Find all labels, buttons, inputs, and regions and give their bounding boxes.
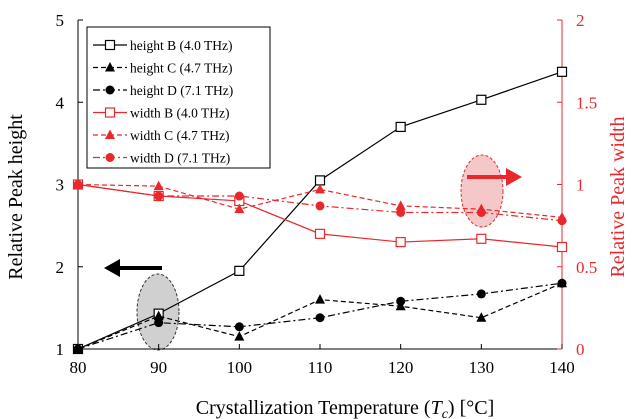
data-point [476,233,487,244]
x-axis-title-prefix: Crystallization Temperature ( [196,397,431,419]
legend-item: height D (7.1 THz) [93,83,233,98]
x-tick-label: 80 [70,358,87,377]
legend-label: height D (7.1 THz) [130,83,233,98]
data-point [315,183,325,194]
y-tick-label: 1 [56,340,65,359]
data-point [396,296,406,306]
legend: height B (4.0 THz) height C (4.7 THz) heig… [86,26,271,169]
data-point [234,191,244,201]
y2-tick-label: 2 [576,11,585,30]
data-point [395,121,406,133]
data-point [476,207,486,217]
data-point [153,310,164,321]
data-point [234,331,245,341]
x-axis-title-variable: T [431,397,444,419]
legend-label: width B (4.0 THz) [130,106,230,121]
legend-marker [104,107,116,118]
data-point [73,180,83,189]
data-point [556,66,568,77]
legend-marker [105,153,115,162]
data-point [314,175,326,186]
legend-marker [105,129,115,139]
axes-layer: 80 90 100 110 120 130 140 1 2 3 4 5 0 0.5 1 1.5 2 [56,11,598,377]
x-axis-title-suffix: ) [°C] [448,397,494,419]
x-tick-label: 120 [388,358,414,377]
x-tick-label: 140 [549,358,575,377]
y2-tick-label: 0.5 [576,258,597,277]
y2-tick-label: 0 [576,340,585,359]
data-point [556,241,568,253]
data-point [395,200,406,210]
data-point [234,203,245,214]
legend-marker [104,39,116,51]
legend-marker [105,85,115,95]
data-point [153,180,164,191]
data-point [557,216,567,226]
legend-item: height B (4.0 THz) [93,38,232,53]
y-tick-label: 3 [56,176,65,195]
y-axis-title: Relative Peak height [5,114,27,280]
y2-axis-title: Relative Peak width [607,116,629,277]
data-point [315,294,325,304]
y2-tick-label: 1 [576,176,585,195]
data-point [476,312,487,322]
y2-tick-label: 1.5 [576,93,597,112]
series-3 [73,278,567,354]
legend-label: height C (4.7 THz) [130,61,232,76]
x-tick-label: 90 [150,358,167,377]
left-arrow-icon [104,259,120,277]
legend-box [86,26,271,169]
data-point [476,94,487,105]
data-point [476,289,486,299]
legend-label: height B (4.0 THz) [130,38,232,53]
annotation-layer [104,154,522,351]
x-tick-label: 130 [469,358,495,377]
data-point [315,313,325,323]
data-point [234,322,244,332]
data-point [557,278,567,288]
axis-titles: Relative Peak height Relative Peak width… [5,114,629,419]
x-tick-label: 110 [308,358,333,377]
legend-marker [105,62,115,72]
series-6 [73,180,567,226]
y-tick-label: 5 [56,11,65,30]
legend-item: width B (4.0 THz) [93,106,230,121]
legend-label: width C (4.7 THz) [130,128,230,143]
series-layer [72,66,568,355]
x-axis-title-subscript: c [442,407,449,419]
data-point [315,201,325,211]
data-point [396,207,406,217]
right-arrow-icon [506,168,522,186]
legend-label: width D (7.1 THz) [130,151,230,166]
legend-item: height C (4.7 THz) [93,61,232,76]
legend-item: width D (7.1 THz) [93,151,230,166]
y-tick-label: 2 [56,258,65,277]
data-point [314,228,326,239]
data-point [73,344,83,354]
x-tick-label: 100 [227,358,253,377]
data-point [234,265,245,276]
data-point [395,236,406,248]
legend-item: width C (4.7 THz) [93,128,230,143]
data-point [154,191,164,201]
data-point [154,318,164,328]
x-axis-title: Crystallization Temperature (Tc) [°C] [196,397,495,419]
y-tick-label: 4 [56,93,65,112]
